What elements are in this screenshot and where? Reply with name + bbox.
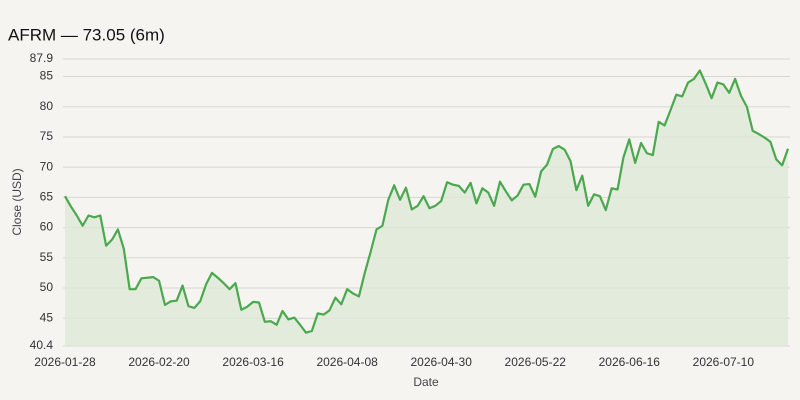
y-tick-label: 85 (40, 69, 54, 83)
y-tick-label: 45 (40, 310, 54, 324)
y-tick-label: 40.4 (30, 338, 54, 352)
chart-title: AFRM — 73.05 (6m) (8, 25, 165, 44)
y-tick-label: 50 (40, 280, 54, 294)
area (65, 70, 788, 346)
y-tick-label: 80 (40, 99, 54, 113)
x-tick-label: 2026-07-10 (693, 355, 755, 369)
y-tick-label: 70 (40, 159, 54, 173)
x-axis-label: Date (413, 375, 439, 389)
line (64, 69, 790, 334)
x-tick-label: 2026-03-16 (222, 355, 284, 369)
y-tick-label: 75 (40, 129, 54, 143)
x-tick-label: 2026-04-30 (410, 355, 472, 369)
y-tick-label: 65 (40, 190, 54, 204)
x-tick-label: 2026-04-08 (316, 355, 378, 369)
x-tick-label: 2026-01-28 (34, 355, 96, 369)
y-tick-label: 87.9 (30, 51, 54, 65)
plot-area: 40.4 45 50 55 60 65 70 75 80 85 87.9 2026-01-28 2026… (30, 51, 790, 369)
x-tick-label: 2026-06-16 (599, 355, 661, 369)
x-tick-label: 2026-02-20 (128, 355, 190, 369)
y-tick-label: 55 (40, 250, 54, 264)
x-tick-label: 2026-05-22 (505, 355, 567, 369)
y-axis-label: Close (USD) (10, 168, 24, 235)
y-tick-label: 60 (40, 220, 54, 234)
